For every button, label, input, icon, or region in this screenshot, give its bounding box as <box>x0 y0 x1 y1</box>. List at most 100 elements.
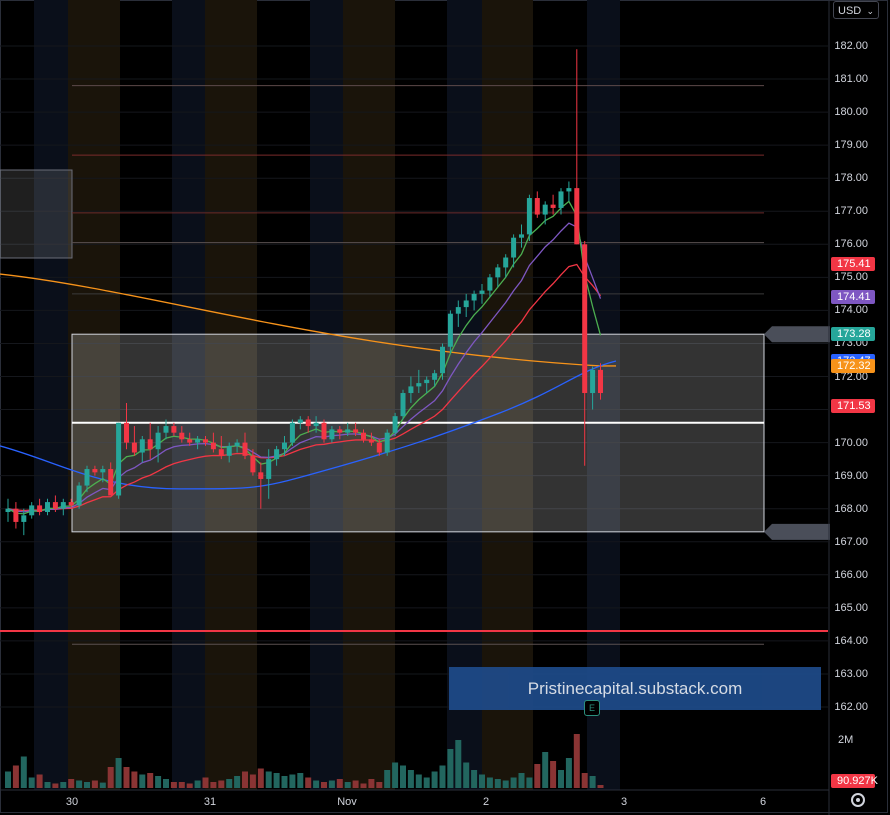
volume-bar <box>257 768 264 788</box>
currency-label: USD <box>838 5 862 17</box>
candle-body <box>92 469 98 473</box>
candle-body <box>542 204 548 215</box>
volume-bar <box>194 780 201 788</box>
volume-bar <box>99 782 106 788</box>
candle-body <box>400 393 406 417</box>
volume-bar <box>28 777 35 788</box>
session-band <box>482 0 533 790</box>
gear-icon[interactable] <box>851 793 865 807</box>
candle-body <box>368 439 374 443</box>
candle-body <box>108 469 114 496</box>
volume-bar <box>242 771 248 788</box>
volume-bar <box>565 758 572 788</box>
volume-bar <box>376 782 383 788</box>
volume-bar <box>5 771 11 788</box>
price-tick-label: 177.00 <box>834 205 868 218</box>
volume-bar <box>115 758 122 788</box>
session-band <box>447 0 482 790</box>
ma-200-line <box>0 273 616 367</box>
volume-bar <box>558 770 564 788</box>
candle-body <box>503 257 509 268</box>
candle-body <box>432 373 438 380</box>
candle-body <box>147 439 153 450</box>
volume-bar <box>321 782 327 788</box>
candle-body <box>258 472 264 479</box>
candle-body <box>116 422 122 496</box>
volume-bar <box>392 762 399 788</box>
candle-body <box>582 244 588 394</box>
candle-body <box>171 426 177 433</box>
volume-bar <box>91 780 98 788</box>
candle-body <box>139 439 145 453</box>
candle-body <box>37 505 43 513</box>
volume-bar <box>178 782 185 788</box>
volume-bar <box>447 749 454 788</box>
time-tick-label: 3 <box>620 796 628 808</box>
price-tick-label: 172.00 <box>834 370 868 383</box>
volume-bar <box>415 774 422 788</box>
volume-bar <box>542 752 549 788</box>
volume-bar <box>502 780 509 788</box>
candle-body <box>289 422 295 443</box>
price-tick-label: 179.00 <box>834 139 868 152</box>
volume-bar <box>249 774 256 788</box>
candle-body <box>218 449 224 456</box>
session-band <box>343 0 395 790</box>
currency-selector[interactable]: USD ⌄ <box>833 1 879 19</box>
candle-body <box>297 419 303 423</box>
candle-body <box>195 439 201 443</box>
candle-body <box>163 426 169 433</box>
candle-body <box>226 445 232 456</box>
ema-slow-line <box>7 263 602 512</box>
volume-bar <box>234 776 241 788</box>
price-tag: 171.53 <box>831 399 875 414</box>
ema-mid-line <box>7 222 602 513</box>
volume-bar <box>289 774 296 788</box>
volume-bar <box>265 771 272 788</box>
watermark: Pristinecapital.substack.com <box>449 667 821 710</box>
candle-body <box>598 369 603 394</box>
candle-body <box>250 455 256 473</box>
candle-body <box>495 267 501 278</box>
candle-body <box>471 293 477 301</box>
volume-bar <box>400 765 406 788</box>
candle-body <box>124 422 129 443</box>
candle-body <box>52 502 58 509</box>
session-band <box>68 0 120 790</box>
time-tick-label: 30 <box>65 796 79 808</box>
candle-body <box>45 502 50 513</box>
candle-body <box>392 416 398 433</box>
candle-body <box>558 191 564 208</box>
candle-body <box>424 379 430 384</box>
volume-bar <box>423 777 430 788</box>
candle-body <box>511 237 517 258</box>
volume-bar <box>281 776 288 788</box>
price-tick-label: 181.00 <box>834 73 868 86</box>
price-tag: 175.41 <box>831 256 875 271</box>
price-tick-label: 163.00 <box>834 667 868 680</box>
volume-bar <box>36 774 43 788</box>
volume-bar <box>273 773 280 788</box>
volume-bar <box>336 779 343 788</box>
volume-bar <box>155 776 162 788</box>
candle-body <box>305 419 311 427</box>
volume-bar <box>486 777 493 788</box>
candle-body <box>131 442 137 453</box>
candle-body <box>203 439 208 443</box>
price-tag: 173.28 <box>831 327 875 342</box>
candle-body <box>187 439 193 443</box>
candle-body <box>345 429 351 433</box>
price-tick-label: 170.00 <box>834 436 868 449</box>
candle-body <box>376 442 382 453</box>
volume-bar <box>84 782 90 788</box>
left-zone <box>0 169 73 259</box>
candle-body <box>5 508 11 513</box>
earnings-icon[interactable]: E <box>584 700 600 716</box>
volume-bar <box>76 780 83 788</box>
volume-bar <box>573 734 580 788</box>
volume-axis-label: 2M <box>838 734 854 746</box>
volume-bar <box>44 782 51 788</box>
volume-bar <box>344 782 351 788</box>
volume-bar <box>210 782 217 788</box>
